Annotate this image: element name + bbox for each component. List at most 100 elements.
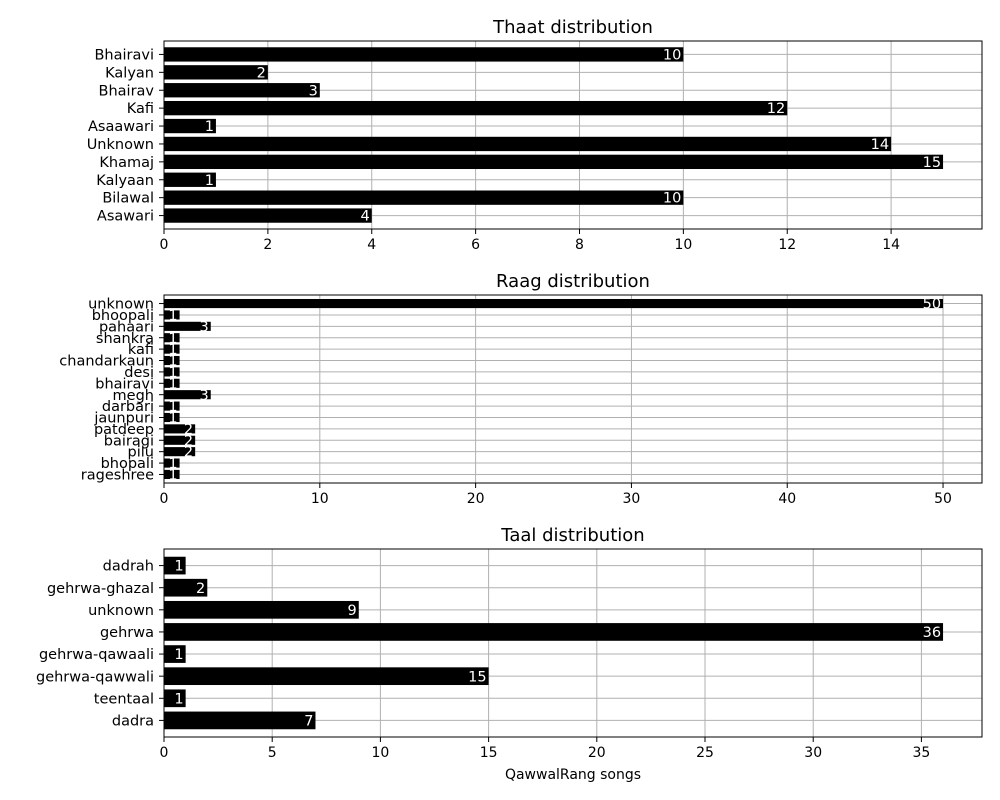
data-label: 3 [200, 388, 209, 404]
bar-dadra [164, 711, 316, 730]
category-label: Unknown [87, 137, 154, 153]
bar-gehrwa-ghazal [164, 578, 208, 597]
category-label: teentaal [94, 691, 154, 707]
bar-Kalyaan [164, 172, 216, 187]
category-label: shankra [96, 331, 154, 347]
data-label: 1 [174, 691, 183, 707]
x-tick-label: 20 [588, 745, 606, 761]
data-label: 1 [168, 354, 177, 370]
x-tick-label: 5 [268, 745, 277, 761]
bar-pilu [164, 447, 196, 457]
x-tick-label: 6 [471, 237, 480, 253]
bar-Bilawal [164, 190, 684, 205]
bar-rageshree [164, 469, 180, 480]
data-label: 1 [168, 365, 177, 381]
chart-3: Taal distribution 0 5 10 15 20 25 30 35 dadrah 1 ge… [36, 525, 983, 783]
data-label: 1 [168, 342, 177, 358]
category-label: bhopali [101, 456, 154, 472]
x-tick-label: 0 [160, 491, 169, 507]
bar-bairagi [164, 435, 196, 445]
category-label: rageshree [81, 468, 154, 484]
data-label: 2 [196, 581, 205, 597]
data-label: 2 [184, 422, 193, 438]
category-label: gehrwa-qawaali [39, 647, 154, 663]
category-label: dadra [112, 713, 154, 729]
category-label: gehrwa-qawwali [36, 669, 154, 685]
data-label: 50 [923, 297, 941, 313]
bar-megh [164, 390, 211, 400]
bar-Asawari [164, 208, 372, 223]
x-tick-label: 25 [696, 745, 714, 761]
data-label: 14 [871, 137, 889, 153]
plot-frame [163, 548, 983, 738]
plot-frame [163, 294, 983, 484]
bar-bhopali [164, 458, 180, 468]
x-tick-label: 20 [467, 491, 485, 507]
category-label: Asaawari [88, 119, 154, 135]
category-label: Kalyan [105, 65, 154, 81]
category-label: chandarkaun [59, 354, 154, 370]
category-label: Bilawal [102, 191, 154, 207]
category-label: pilu [128, 445, 154, 461]
category-label: bhairavi [95, 376, 154, 392]
bar-patdeep [164, 424, 196, 434]
category-label: bairagi [104, 433, 154, 449]
x-axis-label: QawwalRang songs [505, 767, 641, 783]
x-tick-label: 40 [778, 491, 796, 507]
category-label: darbari [102, 399, 154, 415]
bar-dadrah [164, 556, 186, 575]
x-tick-label: 30 [623, 491, 641, 507]
x-tick-label: 30 [804, 745, 822, 761]
category-label: bhoopali [92, 308, 154, 324]
category-label: Kafi [127, 101, 154, 117]
data-label: 3 [309, 83, 318, 99]
data-label: 1 [168, 331, 177, 347]
bar-Asaawari [164, 118, 216, 134]
category-label: Bhairavi [94, 48, 154, 64]
x-tick-label: 10 [674, 237, 692, 253]
data-label: 9 [348, 603, 357, 619]
bar-gehrwa [164, 623, 944, 641]
x-tick-label: 0 [160, 237, 169, 253]
bar-unknown [164, 600, 359, 619]
bar-Kalyan [164, 65, 268, 80]
bar-gehrwa-qawwali [164, 667, 489, 686]
data-label: 2 [184, 445, 193, 461]
category-label: patdeep [94, 422, 154, 438]
bar-darbari [164, 401, 180, 411]
bar-pahaari [164, 321, 211, 331]
bar-bhairavi [164, 378, 180, 388]
bar-kafi [164, 344, 180, 354]
bar-Kafi [164, 100, 788, 116]
category-label: megh [113, 388, 154, 404]
category-label: gehrwa-ghazal [47, 581, 154, 597]
bar-desi [164, 367, 180, 377]
category-label: Asawari [97, 209, 154, 225]
data-label: 36 [923, 625, 941, 641]
category-label: kafi [128, 342, 154, 358]
data-label: 1 [168, 399, 177, 415]
x-tick-label: 10 [311, 491, 329, 507]
category-label: unknown [88, 603, 154, 619]
data-label: 2 [184, 433, 193, 449]
x-tick-label: 15 [480, 745, 498, 761]
data-label: 15 [923, 155, 941, 171]
data-label: 12 [767, 101, 785, 117]
data-label: 2 [257, 65, 266, 81]
chart-2: Raag distribution 0 10 20 30 40 50 unknown 50 bho… [59, 271, 983, 507]
data-label: 1 [168, 468, 177, 484]
bar-unknown [164, 298, 944, 309]
data-label: 1 [205, 119, 214, 135]
chart-title: Thaat distribution [492, 17, 653, 38]
bar-shankra [164, 333, 180, 343]
bar-gehrwa-qawaali [164, 645, 186, 663]
x-tick-label: 4 [367, 237, 376, 253]
x-tick-label: 50 [934, 491, 952, 507]
data-label: 1 [168, 411, 177, 427]
bar-jaunpuri [164, 412, 180, 423]
data-label: 1 [205, 173, 214, 189]
category-label: Bhairav [99, 83, 155, 99]
category-label: gehrwa [100, 625, 154, 641]
